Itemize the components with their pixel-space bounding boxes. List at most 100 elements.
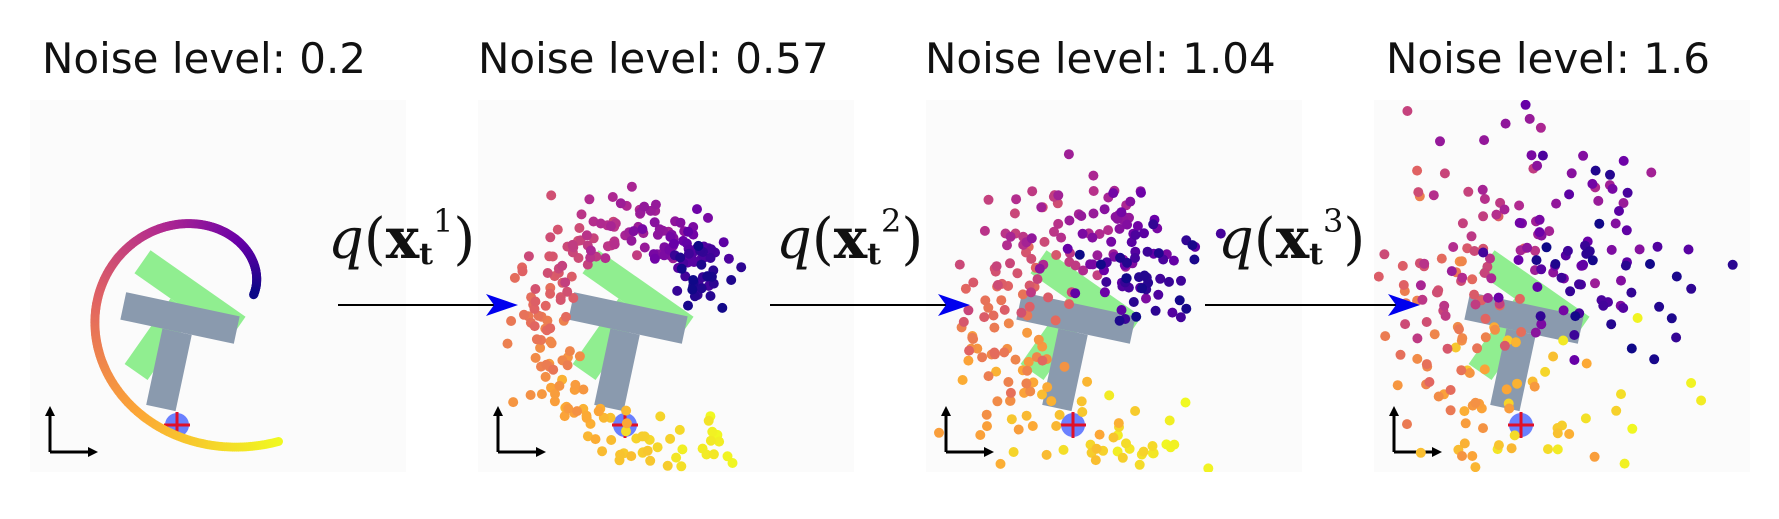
trajectory-point <box>1569 355 1579 365</box>
trajectory-point <box>1040 237 1050 247</box>
trajectory-point <box>963 356 973 366</box>
trajectory-point <box>1129 297 1139 307</box>
trajectory-point <box>1456 365 1466 375</box>
trajectory-point <box>980 226 990 236</box>
trajectory-point <box>1092 444 1102 454</box>
trajectory-point <box>1087 233 1097 243</box>
trajectory-point <box>653 230 663 240</box>
trajectory-point <box>531 353 541 363</box>
trajectory-point <box>1059 445 1069 455</box>
trajectory-point <box>1532 161 1542 171</box>
trajectory-point <box>1139 228 1149 238</box>
trajectory-point <box>582 413 592 423</box>
panel-title-1: Noise level: 0.2 <box>42 34 366 83</box>
trajectory-point <box>1022 328 1032 338</box>
trajectory-point <box>650 254 660 264</box>
trajectory-point <box>1435 136 1445 146</box>
trajectory-point <box>687 285 697 295</box>
trajectory-point <box>1633 313 1643 323</box>
trajectory-point <box>982 410 992 420</box>
trajectory-point <box>1164 277 1174 287</box>
trajectory-point <box>1621 261 1631 271</box>
trajectory-point <box>996 295 1006 305</box>
trajectory-point <box>665 434 675 444</box>
trajectory-point <box>640 243 650 253</box>
trajectory-point <box>1536 123 1546 133</box>
trajectory-point <box>554 381 564 391</box>
trajectory-point <box>1607 245 1617 255</box>
trajectory-point <box>1471 300 1481 310</box>
trajectory-point <box>1582 359 1592 369</box>
panel-title-3: Noise level: 1.04 <box>925 34 1276 83</box>
trajectory-point <box>643 446 653 456</box>
trajectory-point <box>1457 451 1467 461</box>
trajectory-point <box>1619 156 1629 166</box>
trajectory-point <box>1028 421 1038 431</box>
trajectory-point <box>1454 324 1464 334</box>
axis-y-head <box>1389 406 1399 416</box>
trajectory-point <box>1108 188 1118 198</box>
trajectory-point <box>989 323 999 333</box>
trajectory-point <box>1538 151 1548 161</box>
trajectory-point <box>568 240 578 250</box>
trajectory-point <box>1082 377 1092 387</box>
trajectory-point <box>553 225 563 235</box>
trajectory-point <box>591 434 601 444</box>
trajectory-point <box>530 297 540 307</box>
trajectory-point <box>1416 280 1426 290</box>
trajectory-point <box>651 200 661 210</box>
trajectory-point <box>526 390 536 400</box>
trajectory-point <box>1511 337 1521 347</box>
trajectory-point <box>556 295 566 305</box>
panel-title-4: Noise level: 1.6 <box>1386 34 1710 83</box>
trajectory-point <box>645 456 655 466</box>
trajectory-point <box>1165 416 1175 426</box>
trajectory-point <box>1026 287 1036 297</box>
trajectory-point <box>1025 302 1035 312</box>
trajectory-point <box>1396 350 1406 360</box>
noise-value: 0.57 <box>735 34 829 83</box>
trajectory-point <box>1728 260 1738 270</box>
trajectory-point <box>1151 306 1161 316</box>
trajectory-point <box>1422 359 1432 369</box>
trajectory-point <box>1014 425 1024 435</box>
var-symbol: x <box>834 206 867 272</box>
func-symbol: q <box>1218 207 1254 272</box>
trajectory-point <box>1064 299 1074 309</box>
trajectory-point <box>964 346 974 356</box>
trajectory-point <box>572 406 582 416</box>
trajectory-point <box>1588 255 1598 265</box>
trajectory-point <box>1187 240 1197 250</box>
trajectory-point <box>958 375 968 385</box>
trajectory-point <box>1623 188 1633 198</box>
trajectory-point <box>1167 308 1177 318</box>
trajectory-point <box>1460 438 1470 448</box>
trajectory-point <box>719 237 729 247</box>
trajectory-point <box>1515 294 1525 304</box>
trajectory-point <box>574 223 584 233</box>
trajectory-point <box>677 444 687 454</box>
panel-svg <box>926 100 1302 472</box>
trajectory-point <box>629 226 639 236</box>
trajectory-point <box>1051 315 1061 325</box>
trajectory-point <box>989 311 999 321</box>
trajectory-point <box>637 431 647 441</box>
trajectory-point <box>575 351 585 361</box>
trajectory-point <box>1077 396 1087 406</box>
trajectory-point <box>1169 440 1179 450</box>
trajectory-point <box>1115 253 1125 263</box>
transition-arrow-2 <box>770 290 970 320</box>
trajectory-point <box>1510 430 1520 440</box>
trajectory-point <box>1189 255 1199 265</box>
trajectory-point <box>1585 246 1595 256</box>
trajectory-point <box>1122 220 1132 230</box>
trajectory-point <box>706 436 716 446</box>
trajectory-point <box>1085 259 1095 269</box>
trajectory-point <box>1501 119 1511 129</box>
func-symbol: q <box>776 207 812 272</box>
trajectory-point <box>626 451 636 461</box>
trajectory-point <box>1590 452 1600 462</box>
trajectory-point <box>1140 271 1150 281</box>
transition-arrow-1 <box>338 290 518 320</box>
axis-y-head <box>941 406 951 416</box>
